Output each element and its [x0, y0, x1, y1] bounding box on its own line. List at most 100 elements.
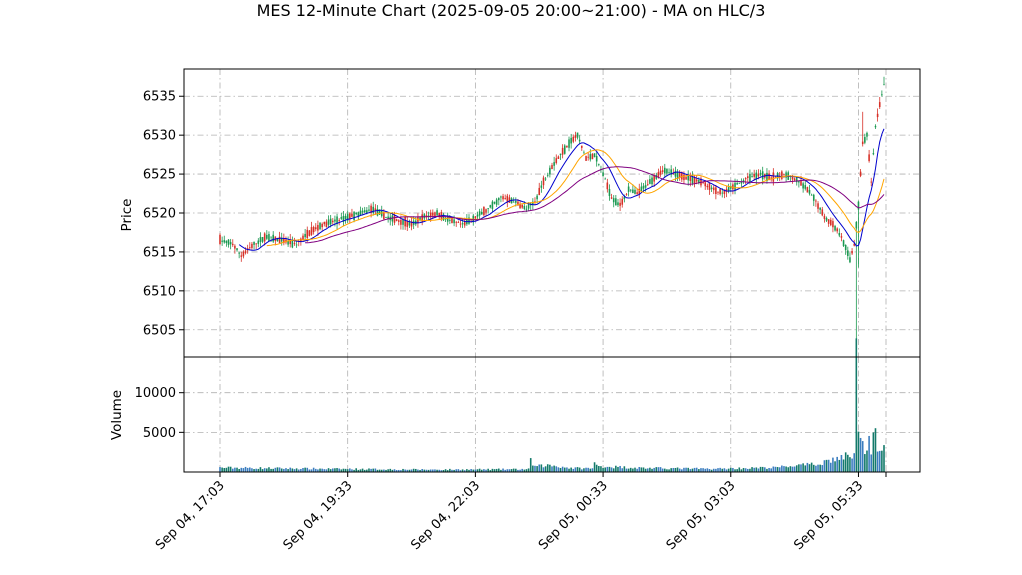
volume-bar — [827, 459, 830, 472]
candle-body — [331, 220, 334, 223]
volume-bar — [274, 467, 277, 472]
candle-body — [436, 210, 438, 216]
volume-bar — [397, 469, 400, 472]
volume-bar — [815, 465, 817, 472]
candle-body — [693, 177, 696, 184]
volume-bar — [393, 469, 396, 472]
candle-body — [261, 236, 264, 242]
candle-body — [712, 187, 715, 191]
volume-bar — [361, 468, 364, 472]
volume-bar — [340, 469, 343, 472]
volume-bar — [832, 457, 834, 472]
volume-bar — [236, 467, 238, 472]
candle-body — [555, 158, 558, 164]
candle-body — [544, 178, 547, 180]
candle-body — [257, 240, 260, 244]
candle-body — [219, 234, 221, 244]
candle-body — [410, 221, 413, 227]
volume-bar — [429, 469, 432, 472]
candle-body — [798, 180, 800, 183]
candle-body — [251, 243, 253, 248]
volume-bar — [593, 462, 596, 472]
candle-body — [480, 211, 483, 215]
volume-bar — [580, 469, 583, 472]
volume-y-tick-label: 5000 — [143, 426, 176, 441]
volume-bar — [457, 469, 460, 472]
volume-bar — [859, 437, 862, 472]
volume-bar — [410, 469, 413, 472]
volume-bar — [800, 464, 802, 472]
volume-bar — [546, 464, 549, 472]
volume-bar — [291, 468, 294, 472]
volume-bar — [825, 459, 828, 472]
candle-body — [293, 243, 296, 244]
volume-bar — [734, 469, 736, 472]
candle-body — [438, 212, 441, 218]
volume-bar — [695, 467, 698, 472]
candle-body — [881, 94, 883, 96]
candle-body — [336, 216, 338, 225]
candle-body — [561, 147, 564, 155]
volume-bar — [425, 469, 428, 472]
volume-bar — [272, 468, 275, 472]
candle-body — [310, 227, 313, 235]
candle-body — [636, 192, 638, 194]
candle-body — [832, 221, 834, 228]
candle-body — [461, 223, 464, 225]
candle-body — [629, 189, 632, 191]
candle-body — [644, 185, 647, 188]
candle-body — [495, 199, 498, 205]
candle-body — [753, 174, 755, 177]
candle-body — [366, 210, 368, 213]
volume-bar — [600, 466, 602, 472]
candle-body — [242, 251, 245, 257]
volume-bar — [287, 469, 289, 472]
candle-body — [870, 181, 873, 183]
volume-bar — [489, 470, 492, 472]
volume-bar — [874, 428, 877, 472]
volume-bar — [534, 465, 536, 472]
candle-body — [419, 217, 421, 221]
candle-body — [446, 217, 449, 222]
candle-body — [542, 177, 545, 186]
candle-body — [523, 205, 526, 209]
candle-body — [417, 216, 419, 224]
volume-bar — [649, 467, 651, 472]
volume-bar — [244, 466, 247, 472]
candle-body — [295, 244, 298, 246]
candle-body — [632, 189, 634, 194]
candle-body — [576, 132, 579, 138]
candle-body — [489, 205, 492, 208]
volume-bar — [772, 466, 775, 472]
price-y-tick-label: 6520 — [143, 207, 176, 222]
candle-body — [370, 205, 372, 214]
candle-body — [615, 198, 617, 206]
volume-bar — [487, 468, 489, 472]
volume-bar — [506, 469, 509, 472]
candle-body — [649, 179, 651, 184]
candle-body — [302, 235, 304, 241]
candle-body — [312, 226, 315, 233]
volume-bar — [440, 470, 443, 472]
price-panel: 6505 6510 6515 6520 6525 6530 6535 Price — [119, 68, 921, 358]
volume-bar — [666, 469, 668, 472]
volume-bar — [702, 468, 704, 472]
volume-bar — [351, 469, 353, 472]
volume-bar — [661, 468, 664, 472]
candle-body — [842, 240, 845, 247]
candle-body — [819, 207, 821, 210]
candle-body — [276, 237, 279, 242]
candle-body — [263, 233, 266, 242]
candle-body — [491, 201, 494, 209]
volume-bar — [870, 454, 873, 472]
candle-body — [387, 216, 389, 219]
candle-body — [502, 196, 504, 200]
candle-body — [589, 154, 592, 160]
candle-body — [340, 217, 343, 219]
volume-y-axis: 5000 10000 — [135, 386, 184, 441]
volume-bar — [336, 468, 338, 472]
candle-body — [710, 187, 713, 189]
volume-bar — [251, 468, 253, 472]
volume-bar — [312, 467, 315, 472]
volume-bar — [872, 432, 875, 472]
